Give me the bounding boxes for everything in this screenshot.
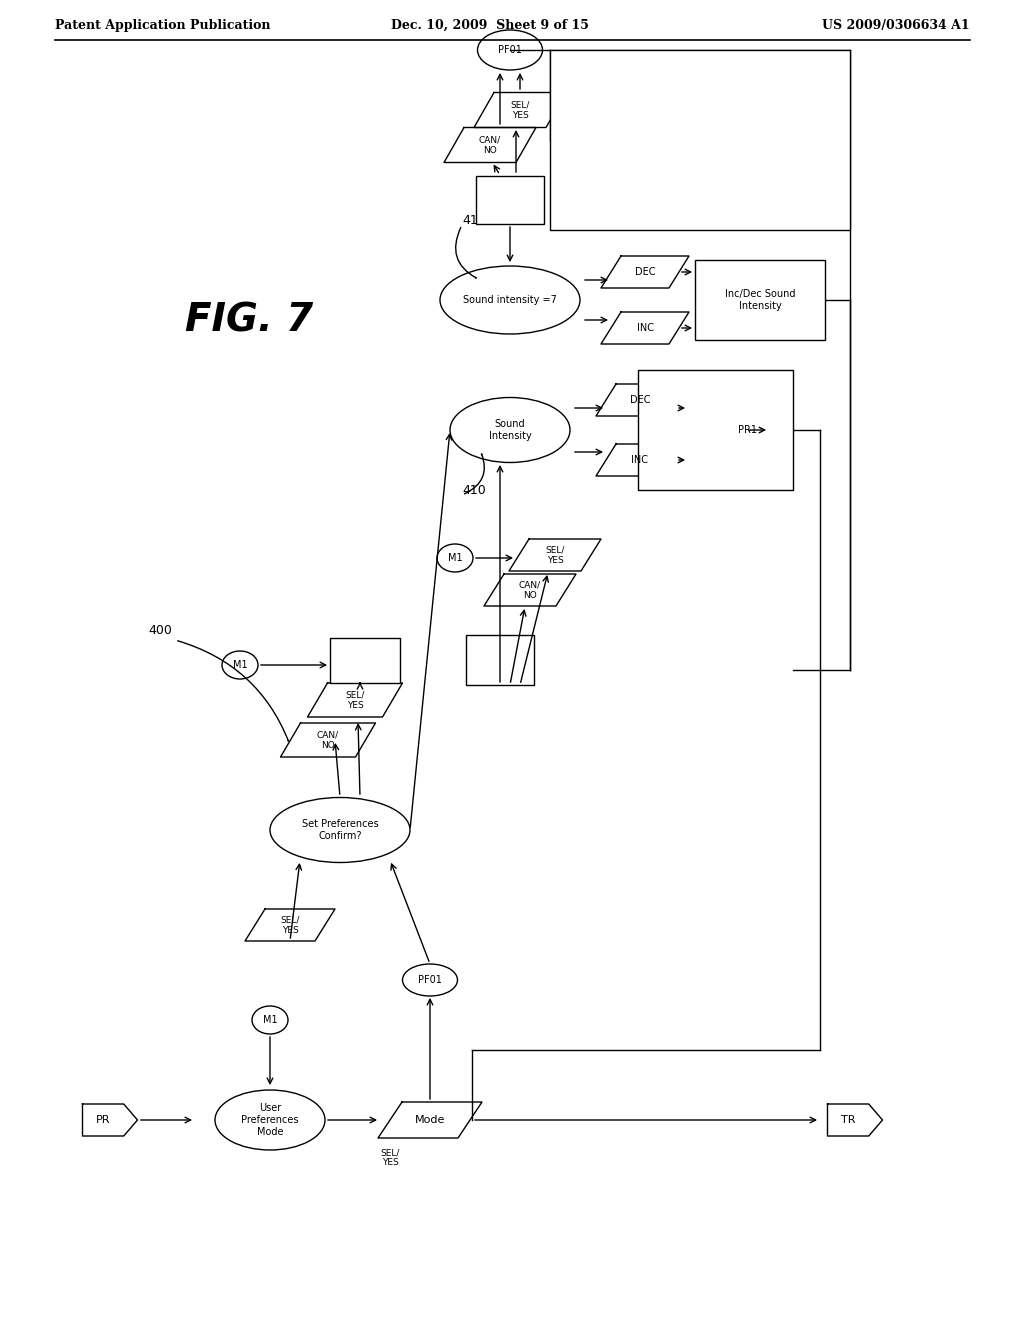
Text: Set Preferences
Confirm?: Set Preferences Confirm? <box>302 820 378 841</box>
Polygon shape <box>596 444 684 477</box>
Text: PF01: PF01 <box>418 975 442 985</box>
Text: FIG. 7: FIG. 7 <box>185 301 313 339</box>
Text: Patent Application Publication: Patent Application Publication <box>55 18 270 32</box>
Text: M1: M1 <box>232 660 248 671</box>
Text: INC: INC <box>637 323 653 333</box>
Polygon shape <box>83 1104 137 1137</box>
Text: CAN/
NO: CAN/ NO <box>479 135 501 154</box>
Text: Mode: Mode <box>415 1115 445 1125</box>
Text: User
Preferences
Mode: User Preferences Mode <box>242 1104 299 1137</box>
FancyArrowPatch shape <box>178 640 289 741</box>
Polygon shape <box>378 1102 482 1138</box>
Text: 410: 410 <box>462 483 485 496</box>
Polygon shape <box>281 723 376 756</box>
Bar <box>476 176 544 224</box>
Polygon shape <box>596 384 684 416</box>
Text: CAN/
NO: CAN/ NO <box>317 730 339 750</box>
Text: Sound
Intensity: Sound Intensity <box>488 420 531 441</box>
Text: SEL/
YES: SEL/ YES <box>380 1148 399 1167</box>
Text: PR1: PR1 <box>738 425 757 436</box>
Polygon shape <box>827 1104 883 1137</box>
Text: CAN/
NO: CAN/ NO <box>519 581 541 599</box>
Text: SEL/
YES: SEL/ YES <box>281 915 300 935</box>
Polygon shape <box>484 574 575 606</box>
Bar <box>330 638 400 682</box>
Bar <box>466 635 534 685</box>
Polygon shape <box>307 682 402 717</box>
FancyArrowPatch shape <box>465 454 484 494</box>
Text: DEC: DEC <box>635 267 655 277</box>
Polygon shape <box>725 412 785 447</box>
Text: 411: 411 <box>462 214 485 227</box>
Polygon shape <box>601 256 689 288</box>
Polygon shape <box>245 909 335 941</box>
Polygon shape <box>601 312 689 345</box>
Text: INC: INC <box>632 455 648 465</box>
Text: M1: M1 <box>263 1015 278 1026</box>
Text: M1: M1 <box>447 553 462 564</box>
Text: TR: TR <box>841 1115 855 1125</box>
Text: DEC: DEC <box>630 395 650 405</box>
Text: Inc/Dec Sound
Intensity: Inc/Dec Sound Intensity <box>725 289 796 310</box>
Text: Sound intensity =7: Sound intensity =7 <box>463 294 557 305</box>
Bar <box>550 50 850 230</box>
Text: US 2009/0306634 A1: US 2009/0306634 A1 <box>822 18 970 32</box>
Bar <box>638 370 793 490</box>
Text: PR: PR <box>96 1115 111 1125</box>
Text: SEL/
YES: SEL/ YES <box>510 100 529 120</box>
Text: PF01: PF01 <box>498 45 522 55</box>
Text: Dec. 10, 2009  Sheet 9 of 15: Dec. 10, 2009 Sheet 9 of 15 <box>391 18 589 32</box>
FancyArrowPatch shape <box>456 227 476 279</box>
Text: 400: 400 <box>148 623 172 636</box>
Polygon shape <box>474 92 566 128</box>
Polygon shape <box>444 128 536 162</box>
Bar <box>695 260 825 341</box>
Text: SEL/
YES: SEL/ YES <box>345 690 365 710</box>
Polygon shape <box>509 539 601 572</box>
Text: SEL/
YES: SEL/ YES <box>546 545 564 565</box>
